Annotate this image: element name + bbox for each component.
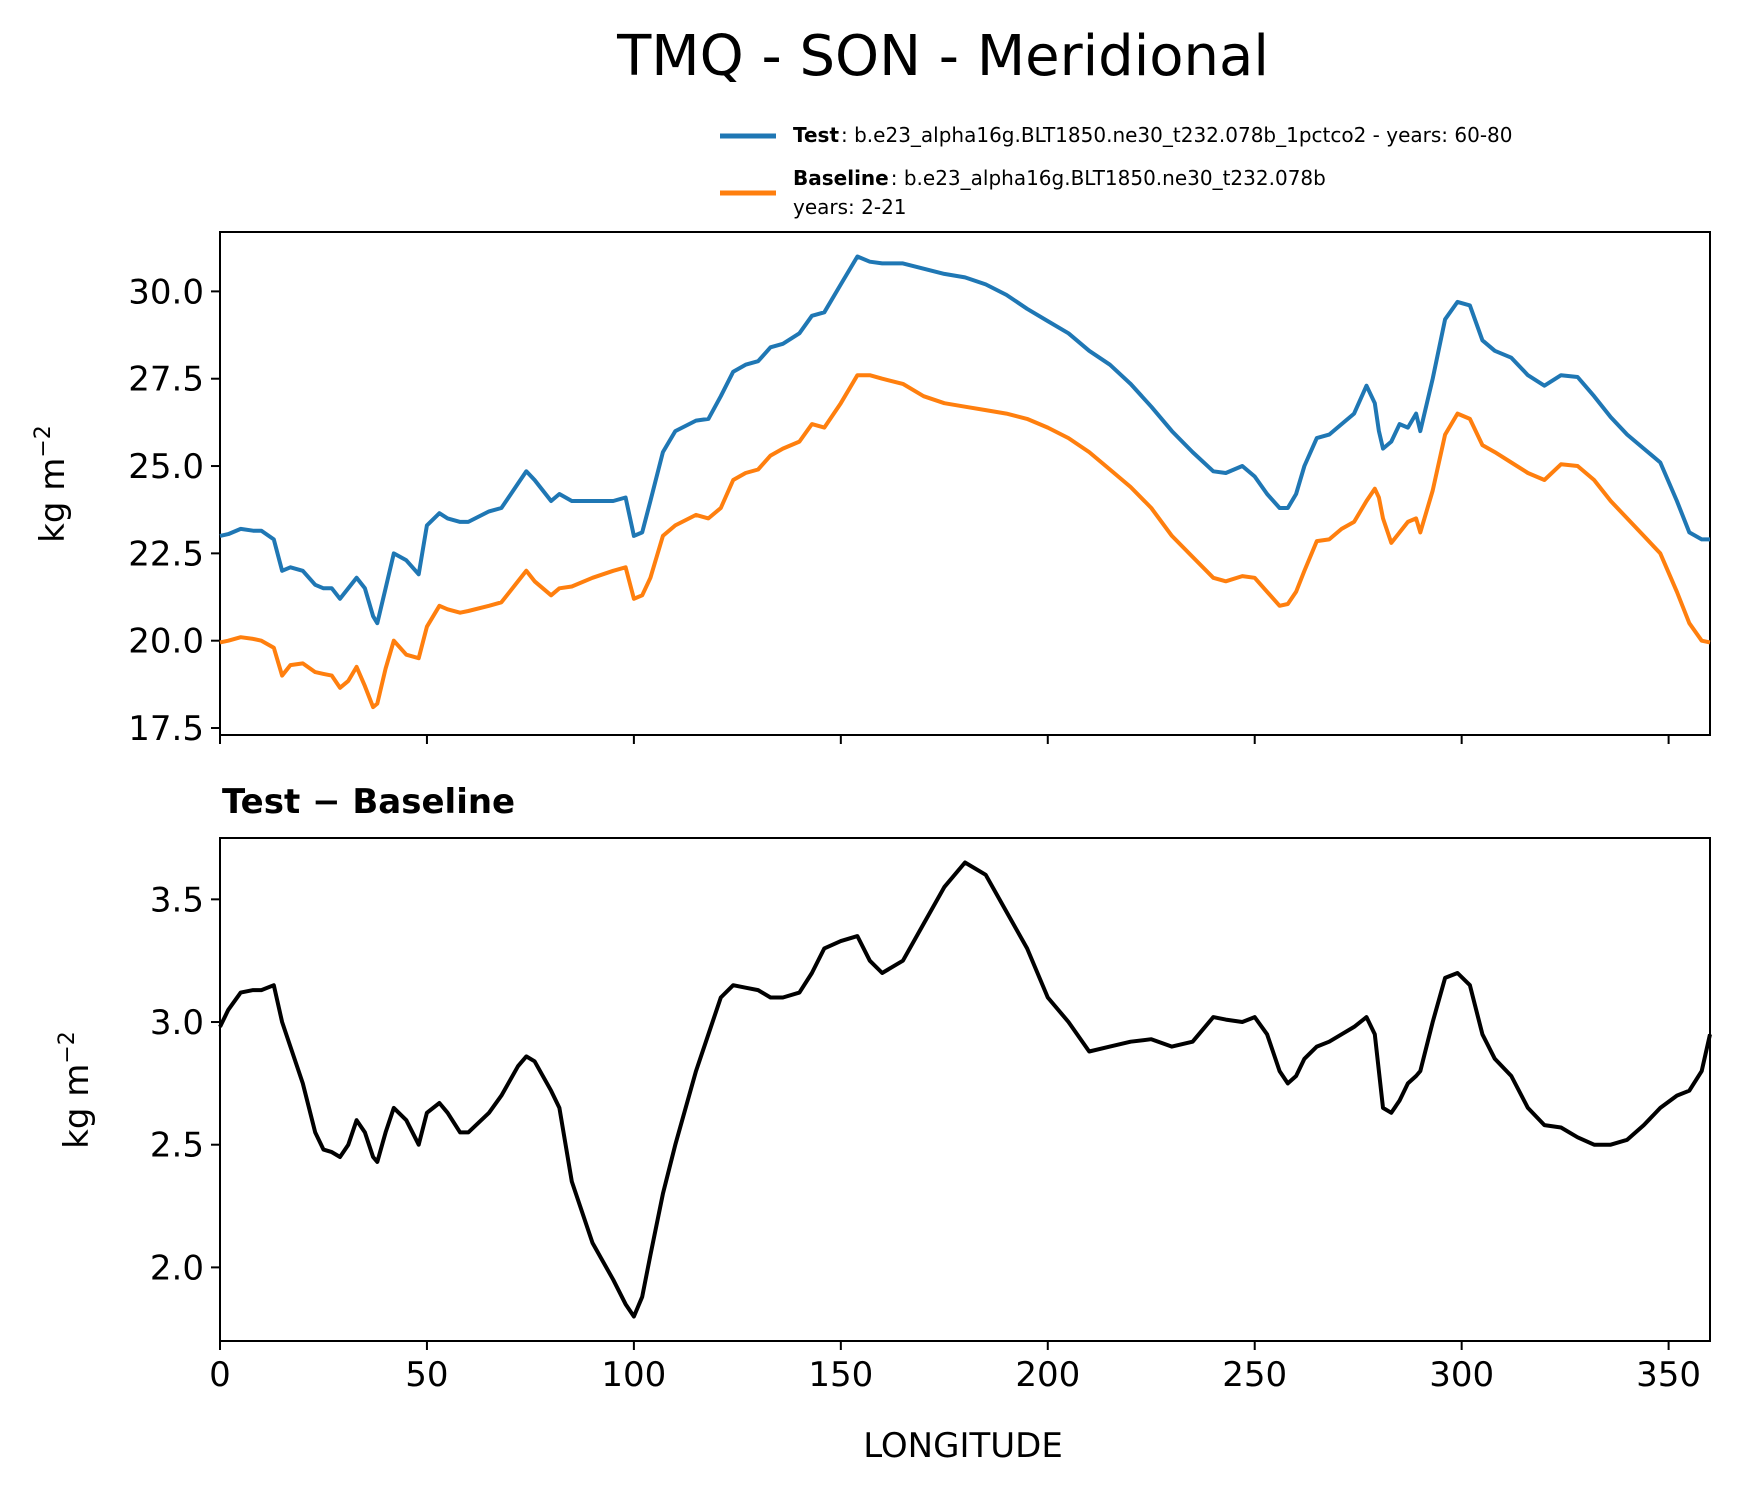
top-y-tick-label: 20.0 — [128, 622, 204, 662]
top-y-ticks: 17.5 20.0 22.5 25.0 27.5 30.0 — [128, 272, 220, 749]
bottom-x-tick-label: 350 — [1636, 1355, 1701, 1395]
legend-baseline-label: Baseline: b.e23_alpha16g.BLT1850.ne30_t2… — [793, 166, 1326, 190]
figure-title: TMQ - SON - Meridional — [616, 24, 1269, 89]
legend-test-name: Test — [793, 123, 839, 147]
top-series — [219, 254, 1711, 710]
bottom-y-tick-label: 3.5 — [150, 880, 204, 920]
top-x-ticks — [219, 735, 1670, 744]
top-y-tick-label: 17.5 — [128, 709, 204, 749]
bottom-x-tick-label: 100 — [601, 1355, 666, 1395]
bottom-x-tick-label: 50 — [405, 1355, 448, 1395]
legend-test-label: Test: b.e23_alpha16g.BLT1850.ne30_t232.0… — [793, 123, 1513, 147]
legend-baseline-name: Baseline — [793, 166, 889, 190]
bottom-x-tick-label: 0 — [209, 1355, 231, 1395]
bottom-x-ticks: 0 50 100 150 200 250 300 350 — [209, 1341, 1701, 1395]
bottom-x-tick-label: 150 — [808, 1355, 873, 1395]
bottom-x-tick-label: 300 — [1429, 1355, 1494, 1395]
top-panel: 17.5 20.0 22.5 25.0 27.5 30.0 kg m−2 — [31, 231, 1711, 749]
bottom-y-tick-label: 3.0 — [150, 1003, 204, 1043]
bottom-plot-area — [219, 837, 1711, 1342]
top-plot-area — [219, 231, 1711, 736]
bottom-y-axis-label: kg m−2 — [55, 1031, 97, 1149]
legend-baseline-text2: years: 2-21 — [793, 195, 907, 219]
bottom-panel: Test − Baseline 2.0 2.5 3.0 3.5 0 50 100 150 20… — [55, 782, 1712, 1466]
top-series-test-line — [219, 254, 1710, 626]
legend-test-text: : b.e23_alpha16g.BLT1850.ne30_t232.078b_… — [841, 123, 1513, 147]
bottom-y-ticks: 2.0 2.5 3.0 3.5 — [150, 880, 220, 1288]
legend: Test: b.e23_alpha16g.BLT1850.ne30_t232.0… — [720, 123, 1513, 219]
top-y-tick-label: 30.0 — [128, 272, 204, 312]
bottom-y-tick-label: 2.5 — [150, 1126, 204, 1166]
legend-baseline-text: : b.e23_alpha16g.BLT1850.ne30_t232.078b — [891, 166, 1326, 190]
bottom-series-difference-line — [218, 860, 1712, 1319]
top-y-tick-label: 25.0 — [128, 447, 204, 487]
top-y-tick-label: 22.5 — [128, 534, 204, 574]
top-series-baseline-line — [219, 373, 1711, 710]
bottom-x-tick-label: 250 — [1222, 1355, 1287, 1395]
bottom-x-tick-label: 200 — [1015, 1355, 1080, 1395]
top-y-axis-label: kg m−2 — [31, 425, 73, 543]
x-axis-label: LONGITUDE — [863, 1426, 1063, 1466]
bottom-panel-title: Test − Baseline — [222, 782, 515, 822]
bottom-series — [218, 860, 1712, 1319]
top-y-tick-label: 27.5 — [128, 360, 204, 400]
bottom-y-tick-label: 2.0 — [150, 1248, 204, 1288]
